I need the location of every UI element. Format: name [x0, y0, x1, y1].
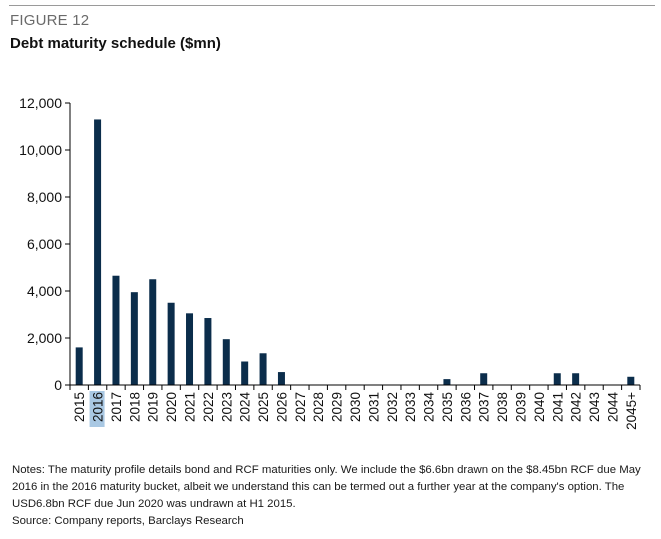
y-axis-ticks: 0 2,000 4,000 6,000 8,000 10,000 12,000	[19, 95, 70, 393]
source-text: Source: Company reports, Barclays Resear…	[12, 515, 244, 527]
x-label-highlight	[89, 391, 105, 427]
x-tick-label: 2019	[146, 392, 161, 422]
x-tick-label: 2042	[569, 392, 584, 422]
x-tick-label: 2016	[91, 392, 106, 422]
bar-2022	[204, 318, 212, 385]
x-tick-label: 2027	[293, 392, 308, 422]
x-tick-label: 2025	[256, 392, 271, 422]
x-tick-label: 2022	[201, 392, 216, 422]
figure-title: Debt maturity schedule ($mn)	[10, 35, 221, 52]
x-tick-label: 2036	[458, 392, 473, 422]
x-tick-label: 2021	[183, 392, 198, 422]
y-tick-label: 4,000	[27, 283, 62, 299]
y-tick-label: 0	[54, 377, 62, 393]
y-tick-label: 8,000	[27, 189, 62, 205]
bar-2017	[112, 275, 120, 385]
x-tick-label: 2035	[440, 392, 455, 422]
x-axis-ticks: 2015 2016 2017 2018 2019 2020 2021 2022 2023 2024…	[69, 385, 641, 430]
bar-2016	[94, 119, 102, 385]
x-tick-label: 2028	[311, 392, 326, 422]
bar-2035	[443, 379, 451, 385]
x-tick-label: 2041	[550, 392, 565, 422]
bar-2019	[149, 279, 157, 385]
bar-2024	[241, 361, 249, 385]
x-tick-label: 2033	[403, 392, 418, 422]
top-rule	[9, 5, 655, 6]
y-tick-label: 10,000	[19, 142, 62, 158]
y-tick-label: 12,000	[19, 95, 62, 111]
x-tick-label: 2029	[330, 392, 345, 422]
x-tick-label: 2020	[164, 392, 179, 422]
x-tick-label: 2031	[366, 392, 381, 422]
figure-label: FIGURE 12	[10, 12, 90, 29]
bar-2018	[130, 292, 138, 385]
x-tick-label: 2015	[72, 392, 87, 422]
x-tick-label: 2030	[348, 392, 363, 422]
bar-2026	[277, 372, 285, 385]
notes-text: Notes: The maturity profile details bond…	[12, 464, 641, 510]
y-tick-label: 6,000	[27, 236, 62, 252]
bar-2025	[259, 353, 267, 385]
bar-2041	[553, 373, 561, 385]
x-tick-label: 2045+	[624, 392, 639, 430]
x-tick-label: 2023	[219, 392, 234, 422]
bar-2037	[480, 373, 488, 385]
x-tick-label: 2037	[477, 392, 492, 422]
x-tick-label: 2039	[513, 392, 528, 422]
x-tick-label: 2044	[605, 392, 620, 423]
bar-2015	[75, 347, 83, 385]
y-tick-label: 2,000	[27, 330, 62, 346]
x-tick-label: 2018	[127, 392, 142, 422]
bar-2045+	[627, 376, 635, 385]
x-tick-label: 2043	[587, 392, 602, 422]
bar-2042	[572, 373, 580, 385]
x-tick-label: 2024	[238, 392, 253, 423]
x-tick-label: 2026	[274, 392, 289, 422]
x-tick-label: 2034	[422, 392, 437, 423]
x-tick-label: 2032	[385, 392, 400, 422]
bars	[75, 119, 635, 385]
chart-notes: Notes: The maturity profile details bond…	[12, 462, 652, 530]
x-tick-label: 2038	[495, 392, 510, 422]
x-tick-label: 2017	[109, 392, 124, 422]
x-tick-label: 2040	[532, 392, 547, 422]
bar-2020	[167, 302, 175, 385]
bar-2023	[222, 339, 230, 385]
bar-2021	[186, 313, 194, 385]
